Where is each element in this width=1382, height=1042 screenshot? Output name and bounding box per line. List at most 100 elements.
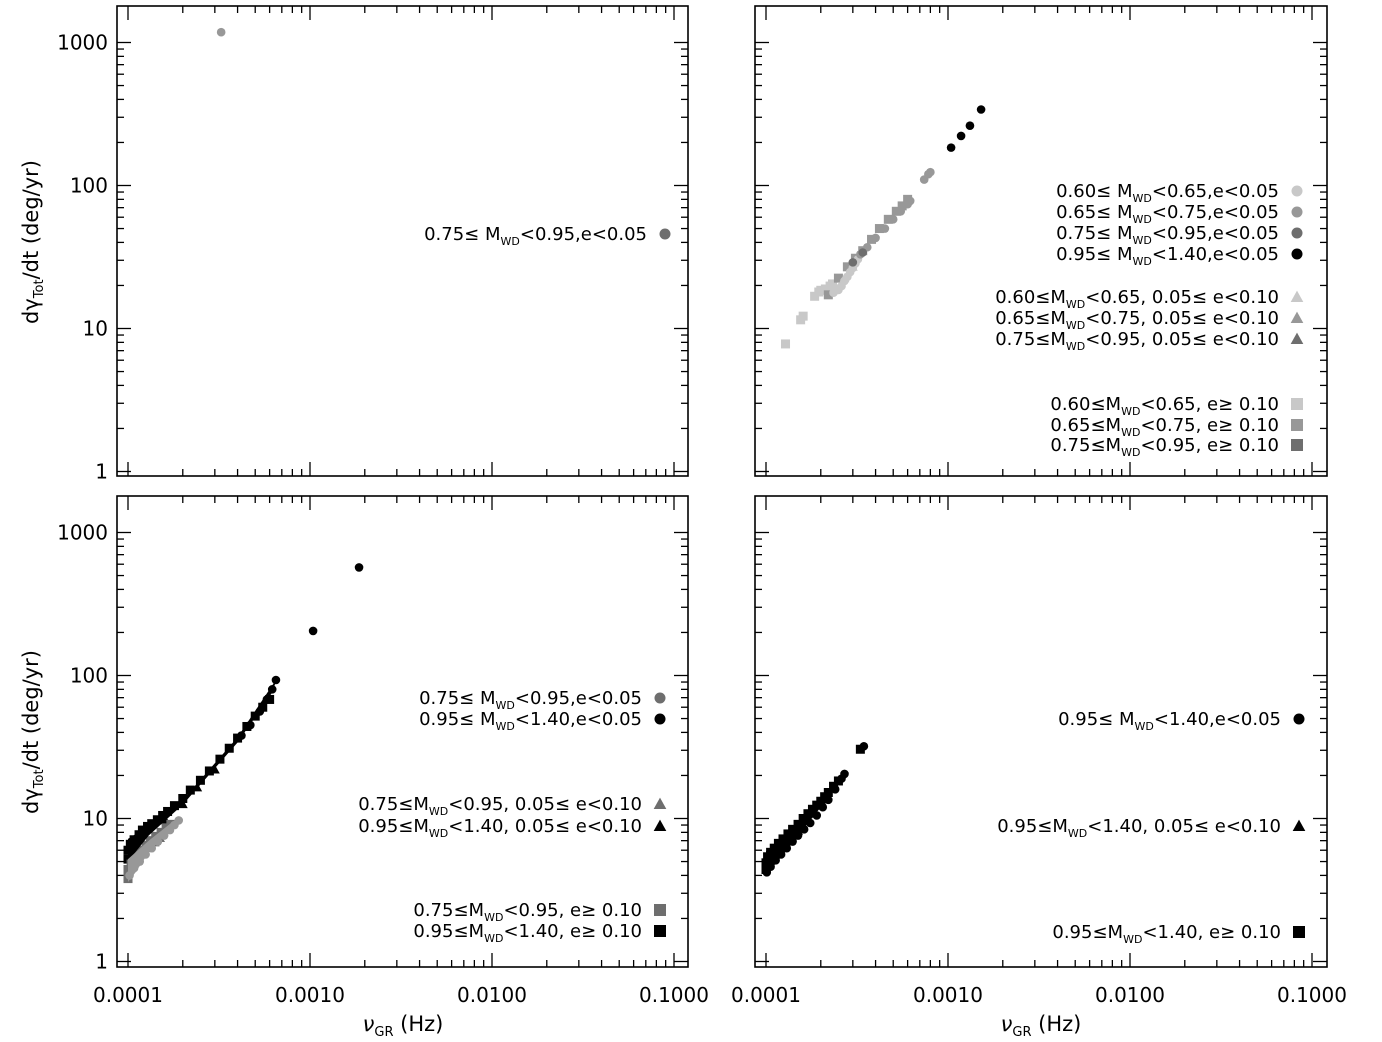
plot-frame (754, 495, 1328, 968)
dense-band-black (128, 678, 278, 862)
data-point (216, 27, 226, 37)
legend-label: 0.75≤MWD<0.95, e≥ 0.10 (413, 900, 642, 924)
legend-label: 0.95≤ MWD<1.40,e<0.05 (1058, 709, 1281, 733)
x-tick-label: 0.0100 (1095, 983, 1165, 1007)
y-tick-label: 10 (83, 807, 108, 831)
data-point (169, 801, 179, 811)
legend-marker-circle (1291, 206, 1303, 218)
y-tick-label: 100 (70, 664, 108, 688)
legend-label: 0.60≤MWD<0.65, 0.05≤ e<0.10 (995, 287, 1279, 311)
legend-marker-circle (1291, 185, 1303, 197)
series-circle-dark (848, 248, 868, 267)
series-circle-mid (216, 27, 226, 37)
legend-marker-square (654, 925, 666, 937)
y-axis-label-bottom: dγTot/dt (deg/yr) (19, 650, 47, 814)
y-tick-label: 1 (95, 460, 108, 484)
x-axis-label-right: νGR (Hz) (1001, 1012, 1082, 1040)
data-point (781, 339, 791, 349)
data-point (839, 273, 850, 283)
plot-frame (116, 495, 689, 968)
data-point (897, 201, 907, 211)
legend-label: 0.65≤MWD<0.75, 0.05≤ e<0.10 (995, 308, 1279, 332)
series-circle-mid (856, 167, 935, 259)
y-tick-label: 1000 (57, 31, 108, 55)
data-point (209, 764, 220, 774)
legend-label: 0.60≤ MWD<0.65,e<0.05 (1056, 181, 1279, 205)
legend-label: 0.75≤ MWD<0.95,e<0.05 (424, 224, 647, 248)
panel-bottom-right: 0.0001 0.0010 0.0100 0.1000 0.95≤ MWD<1.40,e… (731, 495, 1347, 1007)
data-point (956, 131, 966, 141)
legend-label: 0.95≤MWD<1.40, e≥ 0.10 (1052, 922, 1281, 946)
y-tick-label: 100 (70, 174, 108, 198)
data-point (816, 285, 826, 295)
data-point (855, 744, 865, 754)
legend-marker-triangle (1290, 332, 1304, 345)
data-point (874, 224, 884, 234)
data-point (308, 626, 318, 636)
x-axis-label-left: νGR (Hz) (363, 1012, 444, 1040)
data-point (820, 284, 830, 294)
y-axis-label-top: dγTot/dt (deg/yr) (19, 160, 47, 324)
plot-frame (754, 5, 1328, 477)
legend-marker-triangle (1290, 311, 1304, 324)
x-tick-label: 0.0010 (913, 983, 983, 1007)
legend-marker-triangle (653, 819, 667, 832)
legend-marker-square (1291, 419, 1303, 431)
data-point (896, 207, 906, 216)
legend-label: 0.75≤MWD<0.95, e≥ 0.10 (1050, 435, 1279, 459)
legend-marker-square (1293, 926, 1305, 938)
panels: 1 10 100 1000 0.75≤ MWD<0.95,e<0.05 0.60≤ MWD… (57, 5, 1347, 1007)
data-point (859, 741, 869, 751)
data-point (867, 234, 877, 244)
y-tick-label: 1 (95, 950, 108, 974)
x-tick-label: 0.0001 (93, 983, 163, 1007)
legend-marker-circle (1291, 248, 1303, 260)
data-point (905, 196, 915, 206)
legend-label: 0.65≤MWD<0.75, e≥ 0.10 (1050, 415, 1279, 439)
legend-marker-square (1291, 439, 1303, 451)
series-square-light (781, 279, 838, 349)
data-point (976, 105, 986, 114)
series-circle-black (946, 105, 986, 152)
panel-top-left: 1 10 100 1000 0.75≤ MWD<0.95,e<0.05 (57, 5, 689, 484)
x-tick-label: 0.0010 (275, 983, 345, 1007)
legend-label: 0.75≤ MWD<0.95,e<0.05 (419, 688, 642, 712)
legend-label: 0.95≤MWD<1.40, 0.05≤ e<0.10 (358, 816, 642, 840)
legend-label: 0.75≤ MWD<0.95,e<0.05 (1056, 223, 1279, 247)
data-point (891, 206, 901, 216)
legend-marker-triangle (1292, 819, 1306, 832)
legend-marker-circle (654, 692, 666, 704)
y-tick-label: 10 (83, 317, 108, 341)
legend-label: 0.60≤MWD<0.65, e≥ 0.10 (1050, 394, 1279, 418)
data-point (354, 563, 364, 572)
y-tick-label: 1000 (57, 521, 108, 545)
data-point (798, 311, 808, 321)
data-point (828, 279, 838, 289)
dense-band-gray (128, 819, 181, 882)
x-tick-label: 0.1000 (1277, 983, 1347, 1007)
legend-marker-circle (654, 713, 666, 725)
data-point (258, 702, 268, 712)
legend-label: 0.95≤ MWD<1.40,e<0.05 (419, 709, 642, 733)
legend-marker-square (654, 904, 666, 916)
legend-label: 0.75≤MWD<0.95, 0.05≤ e<0.10 (358, 794, 642, 818)
data-point (858, 248, 868, 257)
plot-frame (116, 5, 689, 477)
legend-label: 0.75≤MWD<0.95, 0.05≤ e<0.10 (995, 329, 1279, 353)
data-point (888, 215, 898, 224)
legend-marker-triangle (653, 797, 667, 810)
data-point (831, 283, 842, 293)
data-point (965, 121, 975, 130)
data-point (880, 224, 890, 233)
dense-band-black (766, 770, 845, 876)
data-point (185, 785, 195, 795)
legend-marker-circle (1291, 227, 1303, 239)
legend-marker-square (1291, 398, 1303, 410)
data-point (842, 262, 852, 272)
legend-label: 0.65≤ MWD<0.75,e<0.05 (1056, 202, 1279, 226)
data-point (926, 167, 935, 177)
x-tick-label: 0.1000 (639, 983, 709, 1007)
data-point (833, 273, 843, 283)
legend-label: 0.95≤MWD<1.40, 0.05≤ e<0.10 (997, 816, 1281, 840)
